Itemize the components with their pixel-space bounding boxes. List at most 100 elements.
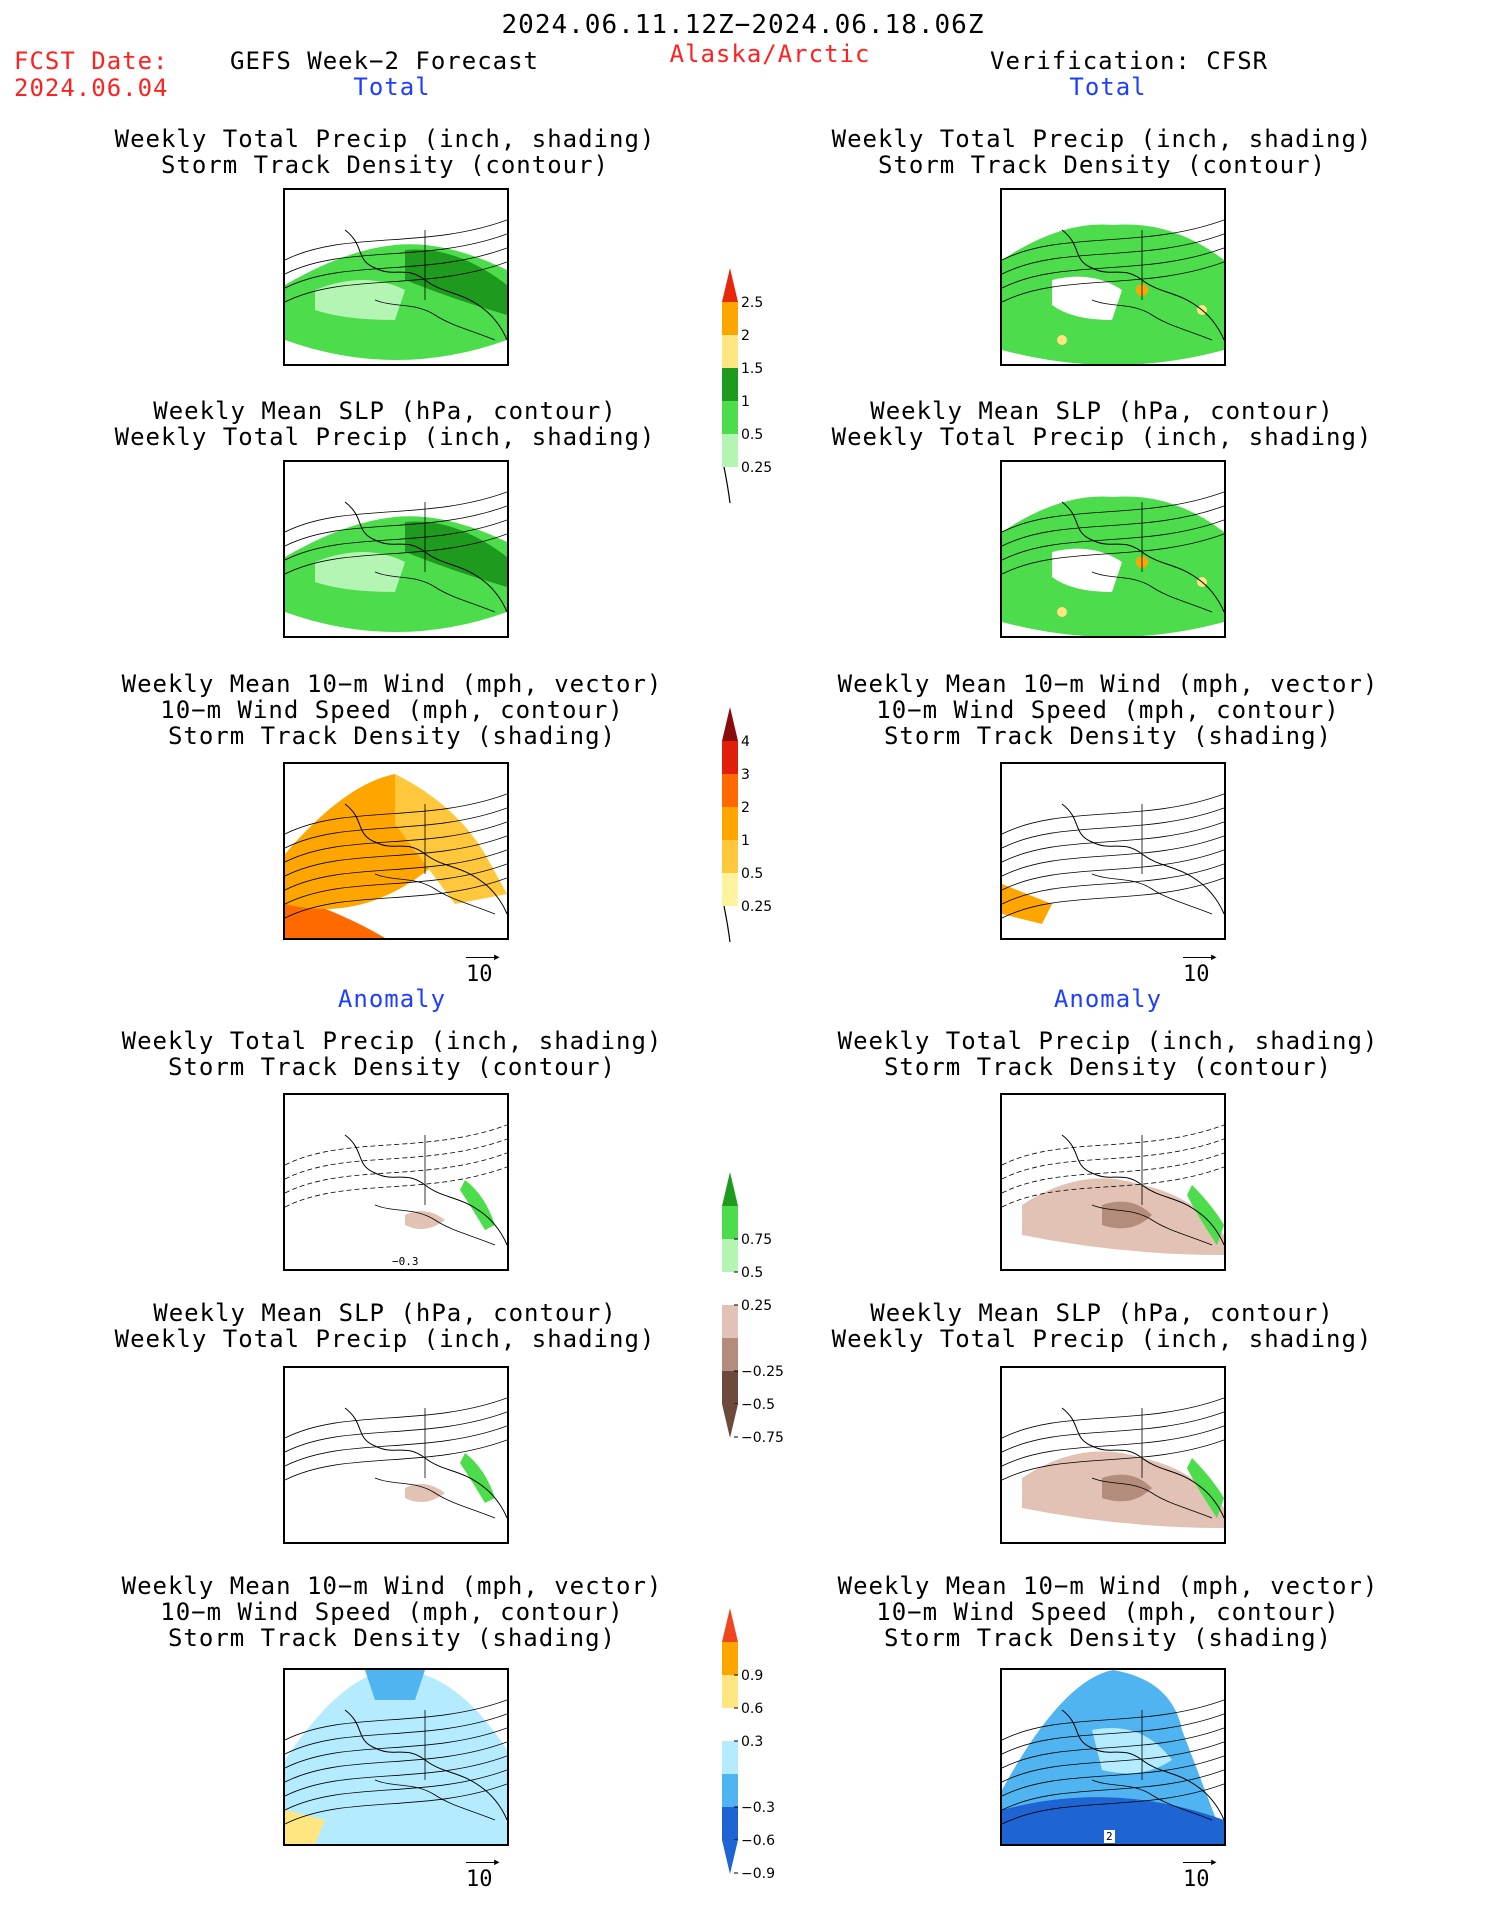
coastline bbox=[1091, 1204, 1213, 1246]
contour-line bbox=[1002, 849, 1224, 891]
colorbar-label: 0.5 bbox=[741, 866, 763, 882]
colorbar-segment bbox=[722, 873, 738, 906]
colorbar-segment bbox=[722, 741, 738, 774]
contour-line bbox=[1002, 1699, 1224, 1741]
colorbar-top-triangle bbox=[722, 1608, 738, 1642]
colorbar-label: −0.5 bbox=[741, 1397, 775, 1413]
colorbar-label: 0.3 bbox=[741, 1734, 763, 1750]
panel-title-total-slp-left: Weekly Mean SLP (hPa, contour) Weekly Tot… bbox=[114, 397, 656, 451]
contour-line bbox=[1002, 519, 1224, 561]
arrow-right-icon: ▸ bbox=[492, 949, 501, 965]
map-plot bbox=[1002, 793, 1224, 924]
colorbar-segment bbox=[722, 1741, 738, 1774]
map-plot bbox=[1002, 1397, 1224, 1528]
colorbar-label: −0.6 bbox=[741, 1833, 775, 1849]
colorbar-precip-anom: 0.75 0.5 0.25 −0.25 −0.5 −0.75 bbox=[722, 1172, 802, 1466]
colorbar-segment bbox=[722, 1642, 738, 1675]
anom-wind-contour-label: 2 bbox=[1104, 1830, 1115, 1843]
panel-title-anom-precip-left: Weekly Total Precip (inch, shading) Storm… bbox=[121, 1027, 663, 1081]
date-range-title: 2024.06.11.12Z−2024.06.18.06Z bbox=[501, 10, 985, 40]
contour-line bbox=[1002, 533, 1224, 575]
contour-line bbox=[1002, 1741, 1224, 1783]
colorbar-top-triangle bbox=[722, 707, 738, 741]
coastline bbox=[374, 1477, 496, 1519]
panel-title-anom-precip-right: Weekly Total Precip (inch, shading) Storm… bbox=[837, 1027, 1379, 1081]
colorbar-top-triangle bbox=[722, 1172, 738, 1206]
colorbar-label: −0.25 bbox=[741, 1364, 784, 1380]
contour-line bbox=[1002, 1425, 1224, 1467]
map-plot bbox=[285, 491, 507, 632]
contour-line bbox=[285, 807, 507, 849]
contour-line bbox=[1002, 1411, 1224, 1453]
contour-line bbox=[285, 821, 507, 863]
colorbar-segment bbox=[722, 807, 738, 840]
contour-line bbox=[285, 533, 507, 575]
contour-line bbox=[1002, 821, 1224, 863]
precip-anom-shading bbox=[460, 1180, 495, 1230]
section-anomaly-right: Anomaly bbox=[1053, 985, 1163, 1013]
vector-key-total-left: ▸ 10 bbox=[466, 949, 501, 987]
track-anom-shading bbox=[285, 1810, 325, 1844]
contour-line bbox=[285, 1124, 507, 1166]
colorbar-tail bbox=[723, 905, 731, 943]
coastline bbox=[1091, 1477, 1213, 1519]
colorbar-segment bbox=[722, 1371, 738, 1404]
contour-line bbox=[1002, 1713, 1224, 1755]
verification-title: Verification: CFSR bbox=[990, 47, 1269, 75]
precip-shading bbox=[1057, 607, 1067, 617]
precip-shading bbox=[315, 280, 405, 320]
contour-line bbox=[1002, 1166, 1224, 1208]
colorbar-bottom-triangle bbox=[722, 1840, 738, 1874]
section-anomaly-left: Anomaly bbox=[337, 985, 447, 1013]
contour-line bbox=[285, 849, 507, 891]
colorbar-label: 0.9 bbox=[741, 1668, 763, 1684]
section-total-left: Total bbox=[353, 73, 431, 101]
coastline bbox=[1091, 1779, 1213, 1821]
contour-line bbox=[285, 219, 507, 261]
precip-anom-shading bbox=[460, 1453, 495, 1503]
contour-line bbox=[1002, 261, 1224, 303]
colorbar-label: 1 bbox=[741, 394, 750, 410]
coastline bbox=[1091, 571, 1213, 613]
contour-line bbox=[1002, 1755, 1224, 1797]
colorbar-label: −0.3 bbox=[741, 1800, 775, 1816]
map-anom-wind-track-cfsr bbox=[1000, 1668, 1226, 1846]
contour-line bbox=[1002, 1397, 1224, 1439]
contour-line bbox=[285, 1439, 507, 1481]
map-plot bbox=[285, 1670, 507, 1844]
vector-key-total-right: ▸ 10 bbox=[1183, 949, 1218, 987]
contour-line bbox=[285, 835, 507, 877]
coastline bbox=[374, 571, 496, 613]
contour-line bbox=[285, 491, 507, 533]
precip-shading bbox=[405, 521, 507, 587]
contour-line bbox=[285, 519, 507, 561]
coastline bbox=[374, 1204, 496, 1246]
panel-title-total-precip-right: Weekly Total Precip (inch, shading) Storm… bbox=[831, 125, 1373, 179]
section-total-right: Total bbox=[1069, 73, 1147, 101]
colorbar-segment bbox=[722, 1206, 738, 1239]
precip-shading bbox=[405, 249, 507, 315]
panel-title-anom-slp-left: Weekly Mean SLP (hPa, contour) Weekly Tot… bbox=[114, 1299, 656, 1353]
coastline bbox=[374, 299, 496, 341]
contour-line bbox=[285, 233, 507, 275]
colorbar-segment bbox=[722, 1807, 738, 1840]
contour-line bbox=[285, 1425, 507, 1467]
colorbar-segment bbox=[722, 1774, 738, 1807]
coastline bbox=[374, 1779, 496, 1821]
track-anom-shading bbox=[1092, 1728, 1172, 1774]
precip-anom-shading bbox=[405, 1211, 445, 1229]
colorbar-segment bbox=[722, 368, 738, 401]
precip-anom-shading bbox=[1187, 1458, 1224, 1518]
colorbar-track-anom-svg: 0.9 0.6 0.3 −0.3 −0.6 −0.9 bbox=[722, 1608, 775, 1882]
precip-anom-shading bbox=[1187, 1185, 1224, 1245]
arrow-right-icon: ▸ bbox=[1209, 1854, 1218, 1870]
panel-title-total-slp-right: Weekly Mean SLP (hPa, contour) Weekly Tot… bbox=[831, 397, 1373, 451]
colorbar-track-total-svg: 4 3 2 1 0.5 0.25 bbox=[722, 707, 772, 943]
contour-line bbox=[1002, 219, 1224, 261]
contour-line bbox=[285, 1727, 507, 1769]
colorbar-segment bbox=[722, 1305, 738, 1338]
contour-line bbox=[1002, 1138, 1224, 1180]
map-total-wind-track-gefs bbox=[283, 762, 509, 940]
contour-line bbox=[285, 1166, 507, 1208]
precip-shading bbox=[315, 552, 405, 592]
